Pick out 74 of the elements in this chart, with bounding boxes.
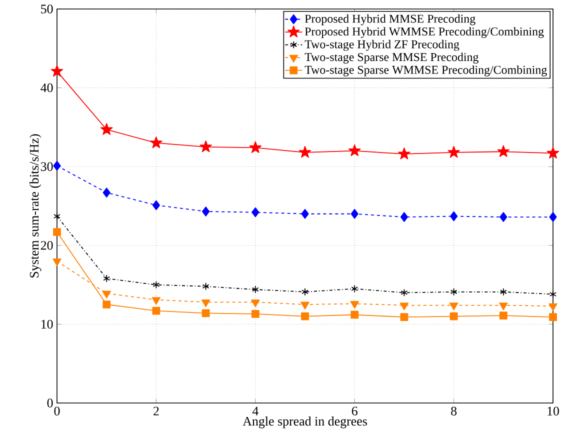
legend-label: Two-stage Hybrid ZF Precoding	[304, 40, 460, 51]
point	[298, 146, 312, 158]
point	[53, 160, 61, 171]
point	[152, 200, 160, 210]
point	[300, 302, 310, 310]
point	[50, 64, 64, 77]
x-tick-label: 2	[154, 406, 159, 416]
x-tick-label: 0	[54, 406, 60, 416]
point	[497, 145, 510, 157]
point	[449, 302, 458, 310]
point	[54, 212, 60, 220]
legend-label: Proposed Hybrid MMSE Precoding	[304, 14, 476, 26]
y-axis-title: System sum-rate (bits/s/Hz)	[30, 134, 42, 278]
point	[500, 288, 507, 296]
point	[52, 258, 62, 266]
y-tick-label: 40	[40, 83, 53, 92]
point	[102, 300, 111, 308]
y-tick-label: 50	[41, 4, 53, 14]
point	[350, 301, 359, 309]
point	[202, 282, 210, 290]
point	[350, 310, 359, 319]
point	[348, 144, 361, 156]
y-tick-label: 30	[40, 162, 53, 171]
point	[103, 274, 110, 282]
point	[448, 146, 460, 158]
point	[150, 136, 162, 148]
point	[302, 288, 308, 296]
point	[550, 290, 556, 298]
point	[400, 313, 408, 322]
point	[549, 313, 557, 322]
legend-label: Two-stage Sparse WMMSE Precoding/Combining	[304, 65, 547, 76]
point	[249, 141, 262, 153]
point	[499, 312, 508, 320]
point	[102, 188, 110, 198]
y-tick-label: 20	[40, 241, 53, 250]
point	[252, 207, 260, 218]
y-tick-label: 0	[47, 398, 53, 408]
x-tick-label: 4	[252, 406, 258, 416]
point	[546, 146, 560, 158]
point	[100, 123, 113, 135]
point	[152, 297, 161, 305]
point	[251, 299, 260, 308]
point	[301, 208, 309, 219]
point	[53, 228, 61, 236]
point	[301, 312, 309, 320]
point	[450, 288, 458, 296]
x-tick-label: 8	[451, 406, 457, 416]
point	[251, 310, 260, 318]
point	[102, 290, 111, 298]
point	[500, 212, 508, 222]
legend-label: Proposed Hybrid WMMSE Precoding/Combining	[304, 27, 544, 38]
point	[450, 211, 458, 222]
point	[549, 212, 557, 222]
point	[202, 206, 210, 216]
point	[548, 303, 558, 312]
x-tick-label: 6	[352, 406, 358, 416]
point	[202, 309, 210, 318]
point	[201, 299, 210, 308]
point	[398, 148, 410, 160]
point	[351, 284, 358, 293]
x-tick-label: 10	[548, 406, 559, 416]
point	[152, 280, 160, 289]
point	[252, 286, 259, 294]
point	[400, 212, 408, 222]
legend-label: Two-stage Sparse MMSE Precoding	[304, 52, 478, 64]
point	[350, 208, 358, 219]
point	[152, 306, 160, 315]
point	[499, 302, 508, 310]
x-axis-title: Angle spread in degrees	[242, 416, 367, 428]
point	[450, 312, 458, 320]
point	[400, 302, 409, 310]
point	[200, 140, 212, 152]
point	[400, 288, 408, 297]
y-tick-label: 10	[41, 320, 53, 329]
